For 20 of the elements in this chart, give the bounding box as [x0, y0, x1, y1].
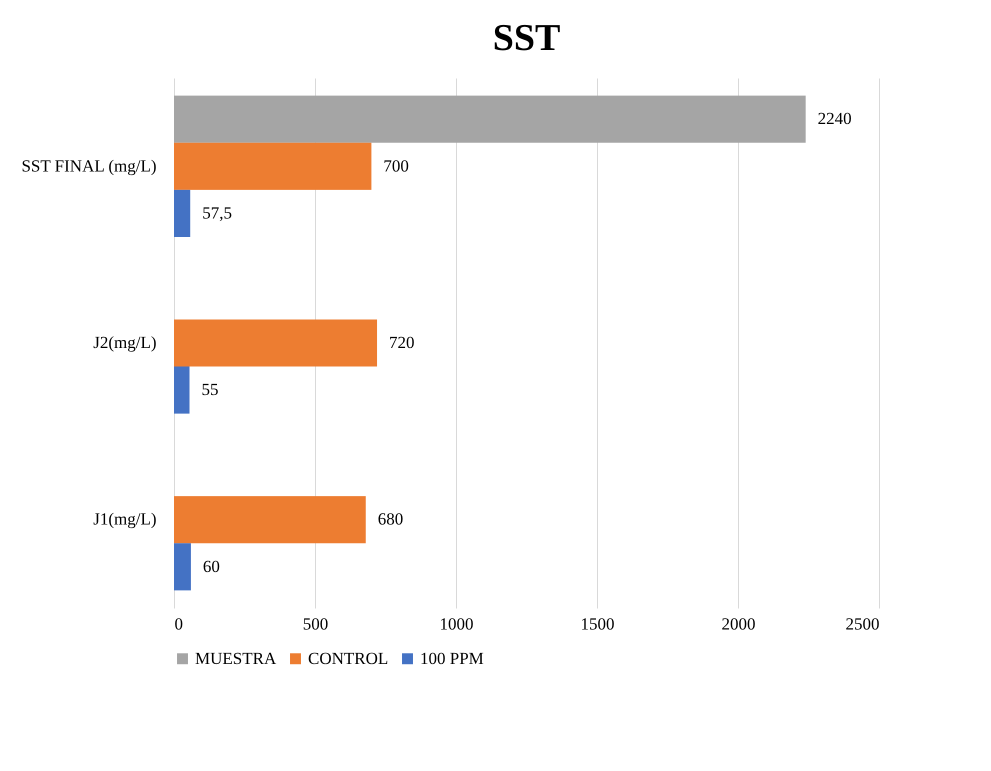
x-tick-label: 500 [302, 614, 328, 634]
data-label: 60 [202, 556, 220, 576]
y-tick-label: J1(mg/L) [93, 510, 156, 529]
data-label: 720 [389, 333, 415, 352]
x-tick-label: 0 [174, 614, 183, 634]
x-tick-label: 1500 [580, 614, 614, 634]
data-label: 57,5 [202, 203, 232, 222]
x-tick-label: 1000 [440, 614, 474, 634]
legend-label: MUESTRA [195, 648, 277, 668]
data-label: 700 [383, 156, 409, 176]
data-label: 680 [378, 510, 404, 529]
x-tick-label: 2000 [722, 614, 756, 634]
legend-label: 100 PPM [420, 648, 484, 668]
y-tick-label: SST FINAL (mg/L) [21, 156, 156, 176]
legend-label: CONTROL [308, 648, 388, 668]
x-tick-label: 2500 [846, 614, 880, 634]
data-label: 55 [202, 380, 219, 400]
y-tick-label: J2(mg/L) [93, 333, 156, 352]
data-label: 2240 [818, 109, 852, 128]
chart-title: SST [492, 17, 560, 59]
